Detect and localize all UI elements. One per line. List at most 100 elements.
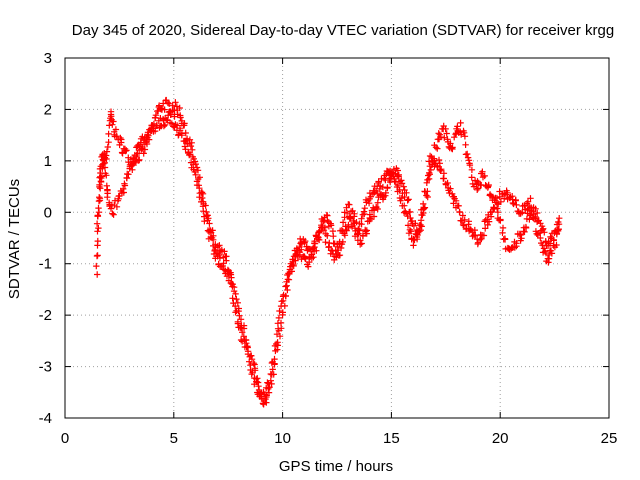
data-point — [321, 224, 329, 231]
data-point — [220, 266, 228, 273]
data-point — [494, 209, 502, 216]
data-point — [440, 175, 447, 182]
data-point — [288, 268, 295, 275]
data-point — [446, 189, 453, 197]
data-point — [354, 231, 361, 238]
data-point — [363, 227, 370, 234]
data-point — [417, 221, 424, 229]
data-point — [366, 189, 374, 197]
data-point — [400, 183, 407, 190]
data-point — [250, 360, 257, 367]
data-point — [182, 146, 189, 153]
data-point — [324, 232, 331, 239]
data-point — [337, 244, 345, 252]
data-point — [316, 228, 323, 235]
data-point — [474, 185, 482, 192]
data-point — [436, 160, 443, 167]
data-point — [95, 197, 103, 205]
data-point — [339, 219, 347, 226]
data-point — [290, 261, 297, 268]
y-tick-label: -3 — [39, 359, 52, 376]
data-point — [451, 134, 458, 141]
data-point — [370, 213, 378, 220]
data-point — [468, 166, 476, 173]
data-point — [490, 205, 497, 213]
data-point — [524, 206, 531, 214]
data-point — [190, 161, 197, 168]
data-point — [336, 252, 344, 259]
data-point — [555, 226, 562, 233]
data-point — [379, 183, 387, 191]
data-point — [513, 201, 520, 209]
data-point — [281, 302, 288, 310]
data-point — [277, 319, 285, 327]
data-point — [107, 205, 115, 212]
data-point — [282, 292, 289, 300]
data-point — [270, 371, 277, 378]
data-point — [204, 217, 211, 224]
data-point — [452, 197, 460, 204]
y-tick-label: -4 — [39, 410, 52, 427]
data-point — [233, 307, 240, 314]
data-point — [199, 194, 206, 202]
data-point — [120, 185, 127, 193]
data-point — [458, 217, 465, 225]
data-point — [501, 236, 509, 243]
data-point — [358, 215, 365, 222]
data-point — [187, 142, 195, 150]
data-point — [121, 182, 129, 189]
data-point — [516, 230, 523, 238]
data-point — [278, 325, 285, 332]
data-point — [449, 144, 456, 151]
data-point — [392, 178, 399, 186]
data-point — [336, 240, 343, 247]
data-point — [94, 271, 101, 278]
data-point — [117, 134, 124, 142]
data-point — [141, 146, 149, 153]
data-point — [398, 177, 405, 184]
data-point — [461, 216, 468, 223]
data-point — [354, 237, 362, 244]
data-point — [191, 168, 198, 176]
data-point — [178, 132, 185, 139]
plot-frame — [64, 57, 610, 419]
data-point — [189, 146, 196, 153]
data-point — [207, 233, 214, 241]
data-point — [347, 214, 354, 221]
data-point — [342, 223, 349, 230]
data-point — [274, 342, 281, 349]
data-point — [264, 379, 271, 386]
data-point — [131, 156, 139, 163]
data-point — [233, 295, 240, 303]
data-point — [216, 254, 224, 262]
data-point — [136, 143, 143, 150]
data-point — [166, 100, 173, 107]
data-point — [394, 182, 402, 189]
data-point — [263, 393, 270, 401]
y-tick-label: -2 — [39, 307, 52, 324]
data-point — [464, 150, 471, 158]
data-point — [478, 235, 485, 242]
data-point — [302, 255, 309, 263]
data-point — [404, 197, 411, 204]
data-point — [94, 237, 101, 245]
data-point — [258, 389, 265, 397]
data-point — [96, 195, 104, 202]
data-point — [276, 307, 283, 315]
data-point — [192, 171, 199, 178]
data-point — [504, 189, 511, 196]
data-point — [271, 360, 278, 367]
data-point — [129, 166, 136, 173]
data-point — [382, 189, 389, 197]
data-point — [327, 222, 335, 229]
y-tick-label: 3 — [44, 50, 52, 67]
data-point — [456, 208, 463, 216]
data-point — [474, 240, 481, 248]
data-point — [497, 198, 505, 205]
data-point — [318, 222, 325, 229]
data-point — [311, 240, 318, 247]
data-point — [249, 369, 256, 376]
data-point — [425, 158, 433, 165]
data-point — [420, 206, 427, 213]
data-point — [404, 222, 412, 229]
